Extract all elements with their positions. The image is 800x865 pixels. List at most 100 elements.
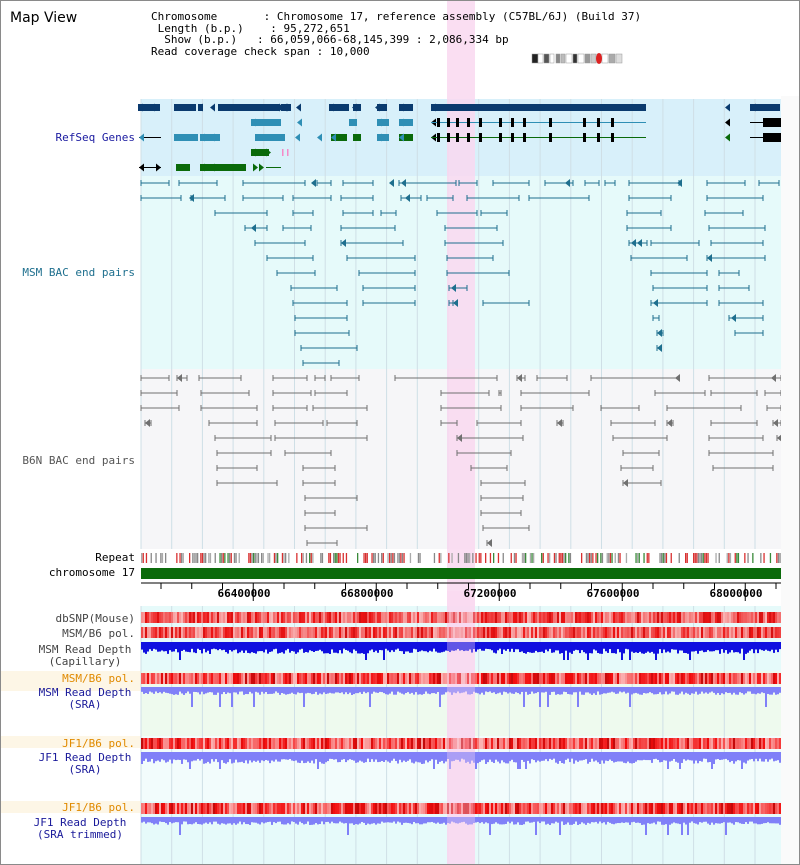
msm-b6-pol-heat xyxy=(341,627,343,638)
jf1-depth-trimmed-bar xyxy=(365,817,367,825)
msm-depth-sra-bar xyxy=(203,687,205,695)
msm-depth-sra-bar xyxy=(227,687,229,693)
repeat-element xyxy=(547,553,549,563)
gene-block xyxy=(549,133,552,142)
jf1-b6-pol-trimmed-heat xyxy=(627,803,629,814)
jf1-depth-trimmed-bar xyxy=(757,817,759,825)
msm-b6-pol-heat xyxy=(367,627,369,638)
msm-b6-pol-heat xyxy=(653,627,655,638)
jf1-b6-pol-trimmed-heat xyxy=(739,803,741,814)
ideogram-band xyxy=(584,53,591,64)
msm-b6-pol-sra-heat xyxy=(609,673,611,684)
jf1-b6-pol-heat xyxy=(763,738,765,749)
repeat-element xyxy=(336,553,338,563)
msm-depth-sra-bar xyxy=(141,687,143,692)
jf1-depth-sra-bar xyxy=(273,752,275,762)
jf1-b6-pol-trimmed-heat xyxy=(397,803,399,814)
jf1-depth-sra-bar xyxy=(699,752,701,761)
dbsnp-heat xyxy=(453,612,455,623)
track-label-msm-depth-capillary[interactable]: MSM Read Depth (Capillary) xyxy=(31,644,139,668)
jf1-b6-pol-trimmed-heat xyxy=(265,803,267,814)
track-label-jf1-pol-trimmed[interactable]: JF1/B6 pol. xyxy=(62,801,135,814)
dbsnp-heat xyxy=(407,612,409,623)
track-label-msm-bac[interactable]: MSM BAC end pairs xyxy=(22,266,135,279)
track-label-dbsnp[interactable]: dbSNP(Mouse) xyxy=(55,612,135,625)
msm-b6-pol-sra-heat xyxy=(463,673,465,684)
dbsnp-heat xyxy=(597,612,599,623)
track-label-jf1-pol[interactable]: JF1/B6 pol. xyxy=(62,737,135,750)
track-label-msm-b6-pol-sra[interactable]: MSM/B6 pol. xyxy=(62,672,135,685)
msm-b6-pol-sra-heat xyxy=(421,673,423,684)
jf1-depth-sra-bar xyxy=(463,752,465,760)
msm-b6-pol-heat xyxy=(655,627,657,638)
jf1-depth-sra-bar xyxy=(721,752,723,760)
msm-depth-capillary-bar xyxy=(169,642,171,651)
b6n-bac-arrow xyxy=(557,419,562,427)
repeat-element xyxy=(296,553,298,563)
msm-b6-pol-heat xyxy=(315,627,317,638)
repeat-element xyxy=(145,553,148,563)
jf1-b6-pol-trimmed-heat xyxy=(779,803,781,814)
msm-b6-pol-sra-heat xyxy=(637,673,639,684)
msm-b6-pol-heat xyxy=(491,627,493,638)
jf1-b6-pol-trimmed-heat xyxy=(387,803,389,814)
msm-b6-pol-heat xyxy=(217,627,219,638)
gene-block xyxy=(200,164,246,171)
track-label-b6n-bac[interactable]: B6N BAC end pairs xyxy=(22,454,135,467)
jf1-b6-pol-heat xyxy=(325,738,327,749)
jf1-depth-sra-bar xyxy=(405,752,407,762)
track-label-jf1-depth-sra[interactable]: JF1 Read Depth (SRA) xyxy=(31,752,139,776)
msm-b6-pol-sra-heat xyxy=(729,673,731,684)
msm-depth-capillary-bar xyxy=(423,642,425,652)
msm-depth-sra-bar xyxy=(441,687,443,695)
msm-depth-sra-bar xyxy=(271,687,273,694)
jf1-depth-sra-bar xyxy=(573,752,575,764)
msm-b6-pol-heat xyxy=(527,627,529,638)
dbsnp-heat xyxy=(743,612,745,623)
jf1-b6-pol-heat xyxy=(329,738,331,749)
msm-depth-capillary-bar xyxy=(567,642,569,660)
msm-b6-pol-sra-heat xyxy=(367,673,369,684)
jf1-b6-pol-heat xyxy=(387,738,389,749)
jf1-depth-trimmed-bar xyxy=(585,817,587,825)
msm-b6-pol-heat xyxy=(203,627,205,638)
jf1-depth-trimmed-bar xyxy=(463,817,465,822)
jf1-b6-pol-trimmed-heat xyxy=(369,803,371,814)
dbsnp-heat xyxy=(587,612,589,623)
jf1-depth-sra-bar xyxy=(311,752,313,761)
msm-b6-pol-heat xyxy=(753,627,755,638)
msm-b6-pol-heat xyxy=(727,627,729,638)
msm-depth-capillary-bar xyxy=(237,642,239,654)
track-label-refseq[interactable]: RefSeq Genes xyxy=(55,131,135,144)
msm-depth-sra-bar xyxy=(749,687,751,692)
msm-depth-capillary-bar xyxy=(405,642,407,652)
jf1-depth-sra-bar xyxy=(309,752,311,763)
msm-b6-pol-heat xyxy=(407,627,409,638)
jf1-b6-pol-trimmed-heat xyxy=(603,803,605,814)
jf1-b6-pol-trimmed-heat xyxy=(513,803,515,814)
track-label-repeat[interactable]: Repeat xyxy=(95,551,135,564)
jf1-b6-pol-trimmed-heat xyxy=(245,803,247,814)
jf1-b6-pol-heat xyxy=(309,738,311,749)
jf1-b6-pol-trimmed-heat xyxy=(281,803,283,814)
dbsnp-heat xyxy=(649,612,651,623)
msm-depth-sra-bar xyxy=(211,687,213,693)
jf1-depth-trimmed-bar xyxy=(345,817,347,824)
jf1-depth-trimmed-bar xyxy=(293,817,295,822)
repeat-element xyxy=(685,553,687,563)
msm-depth-sra-bar xyxy=(345,687,347,693)
msm-depth-sra-bar xyxy=(337,687,339,693)
jf1-b6-pol-heat xyxy=(469,738,471,749)
msm-depth-sra-bar xyxy=(625,687,627,694)
msm-b6-pol-heat xyxy=(189,627,191,638)
jf1-depth-trimmed-bar xyxy=(775,817,777,824)
track-label-msm-depth-sra[interactable]: MSM Read Depth (SRA) xyxy=(31,687,139,711)
msm-bac-arrow xyxy=(631,239,636,247)
jf1-b6-pol-heat xyxy=(755,738,757,749)
repeat-element xyxy=(472,553,474,563)
track-label-jf1-depth-trimmed[interactable]: JF1 Read Depth (SRA trimmed) xyxy=(21,817,139,841)
track-label-msm-b6-pol[interactable]: MSM/B6 pol. xyxy=(62,627,135,640)
dbsnp-heat xyxy=(487,612,489,623)
jf1-depth-sra-bar xyxy=(649,752,651,761)
